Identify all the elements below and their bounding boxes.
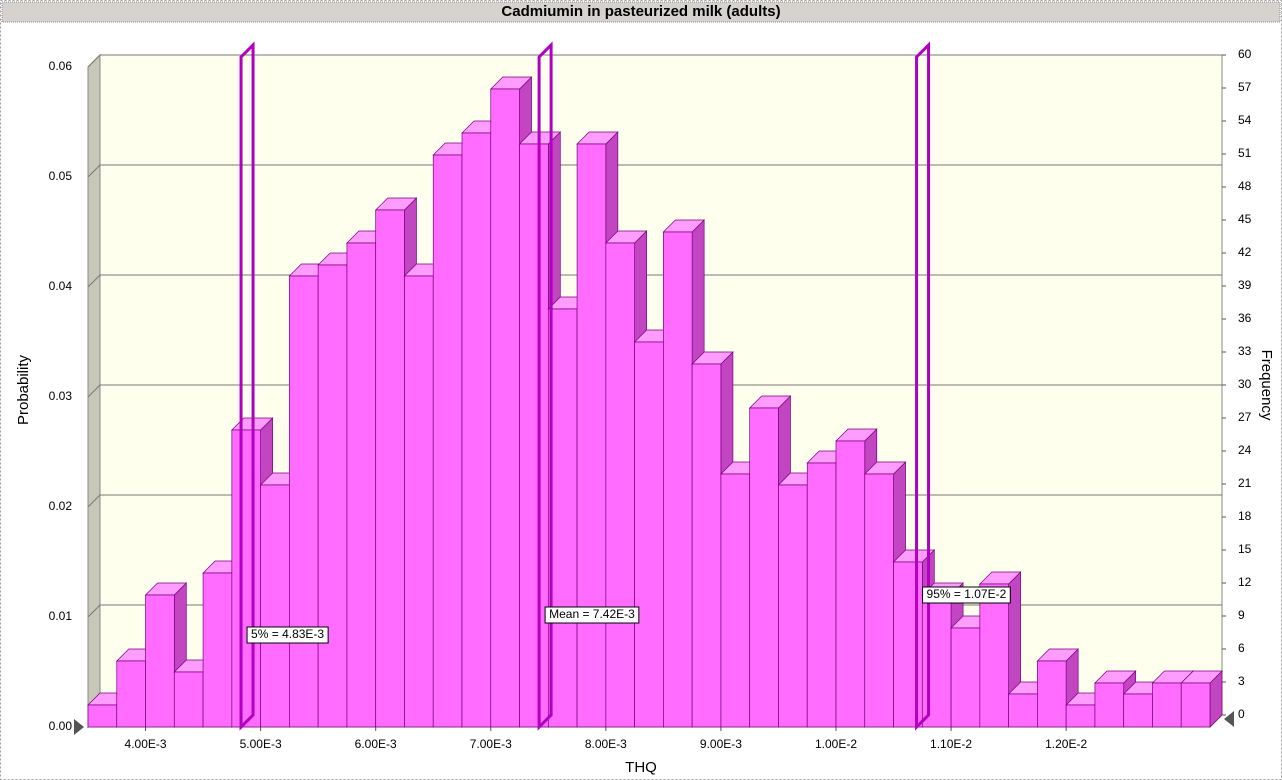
bar-front xyxy=(835,440,866,728)
bar-front xyxy=(432,154,463,728)
y-axis-title: Probability xyxy=(15,354,32,425)
title-bar xyxy=(1,1,1281,23)
bar-front xyxy=(1094,682,1125,728)
y-tick-label: 0.05 xyxy=(49,169,73,183)
y2-tick-label: 9 xyxy=(1238,608,1245,622)
bar-front xyxy=(691,363,722,728)
bar-front xyxy=(979,583,1009,728)
x-tick-label: 8.00E-3 xyxy=(585,737,627,751)
bar-front xyxy=(461,132,492,728)
x-axis-title: THQ xyxy=(625,759,657,776)
y2-tick-label: 57 xyxy=(1238,80,1252,94)
bar-front xyxy=(116,660,146,728)
bar-front xyxy=(87,704,118,728)
x-tick-label: 6.00E-3 xyxy=(355,737,397,751)
y2-tick-label: 0 xyxy=(1238,707,1245,721)
x-tick-label: 1.10E-2 xyxy=(930,737,972,751)
marker-label-box xyxy=(922,586,1011,604)
y-tick-label: 0.06 xyxy=(49,59,73,73)
y2-tick-label: 24 xyxy=(1238,443,1252,457)
bar-front xyxy=(375,209,405,728)
bar-front xyxy=(317,264,348,728)
axis-arrow xyxy=(1224,711,1234,727)
y2-tick-label: 60 xyxy=(1238,47,1252,61)
y2-tick-label: 42 xyxy=(1238,245,1252,259)
bar-front xyxy=(778,484,808,728)
x-tick-label: 5.00E-3 xyxy=(240,737,282,751)
bar-front xyxy=(921,594,952,728)
bar-front xyxy=(576,143,607,728)
y2-tick-label: 39 xyxy=(1238,278,1252,292)
bar xyxy=(1180,670,1223,728)
y-tick-label: 0.00 xyxy=(49,719,73,733)
bar-front xyxy=(231,429,261,728)
marker-line xyxy=(915,41,931,731)
y2-tick-label: 15 xyxy=(1238,542,1252,556)
bar-front xyxy=(404,275,434,728)
bar-front xyxy=(605,242,635,728)
marker-label-box xyxy=(246,626,329,644)
y-tick-label: 0.03 xyxy=(49,389,73,403)
bar-front xyxy=(260,484,290,728)
marker-label: Mean = 7.42E-3 xyxy=(549,607,635,621)
bar-front xyxy=(145,594,175,728)
axis-arrow xyxy=(74,719,84,735)
x-tick-label: 7.00E-3 xyxy=(470,737,512,751)
bar-front xyxy=(720,473,751,728)
x-tick-label: 4.00E-3 xyxy=(125,737,167,751)
bar-front xyxy=(749,407,779,728)
y2-tick-label: 51 xyxy=(1238,146,1252,160)
y2-tick-label: 6 xyxy=(1238,641,1245,655)
grid-line xyxy=(87,384,1222,398)
marker-label: 5% = 4.83E-3 xyxy=(251,627,324,641)
y-tick-label: 0.04 xyxy=(49,279,73,293)
bar-front xyxy=(1180,682,1211,728)
bar-front xyxy=(663,231,693,728)
y2-tick-label: 54 xyxy=(1238,113,1252,127)
grid-line xyxy=(87,54,1222,68)
grid-line xyxy=(87,274,1222,288)
marker-line xyxy=(537,41,553,731)
y2-tick-label: 45 xyxy=(1238,212,1252,226)
y2-tick-label: 27 xyxy=(1238,410,1252,424)
x-tick-label: 9.00E-3 xyxy=(700,737,742,751)
bar-front xyxy=(202,572,233,728)
chart-title: Cadmiumin in pasteurized milk (adults) xyxy=(501,3,780,20)
bar-front xyxy=(547,308,578,728)
y2-tick-label: 36 xyxy=(1238,311,1252,325)
bar-front xyxy=(864,473,894,728)
bar-front xyxy=(1037,660,1067,728)
y2-tick-label: 12 xyxy=(1238,575,1252,589)
y2-tick-label: 21 xyxy=(1238,476,1252,490)
bar-front xyxy=(634,341,664,728)
bar-front xyxy=(346,242,377,728)
bar-front xyxy=(1123,693,1153,728)
bar-front xyxy=(1008,693,1038,728)
bar-front xyxy=(490,88,520,728)
x-tick-label: 1.20E-2 xyxy=(1045,737,1087,751)
x-tick-label: 1.00E-2 xyxy=(815,737,857,751)
bar-front xyxy=(1065,704,1096,728)
y2-tick-label: 3 xyxy=(1238,674,1245,688)
bar-front xyxy=(806,462,837,728)
bar-front xyxy=(519,143,549,728)
y2-axis-title: Frequency xyxy=(1258,350,1275,421)
y2-tick-label: 30 xyxy=(1238,377,1252,391)
y-tick-label: 0.02 xyxy=(49,499,73,513)
bar-front xyxy=(173,671,204,728)
marker-label-box xyxy=(544,606,640,624)
grid-line xyxy=(87,164,1222,178)
y2-tick-label: 48 xyxy=(1238,179,1252,193)
y2-tick-label: 18 xyxy=(1238,509,1252,523)
y2-tick-label: 33 xyxy=(1238,344,1252,358)
bar-front xyxy=(1152,682,1182,728)
y-tick-label: 0.01 xyxy=(49,609,73,623)
bar-front xyxy=(289,275,319,728)
bar-front xyxy=(950,627,981,728)
marker-line xyxy=(239,41,255,731)
marker-label: 95% = 1.07E-2 xyxy=(927,587,1007,601)
